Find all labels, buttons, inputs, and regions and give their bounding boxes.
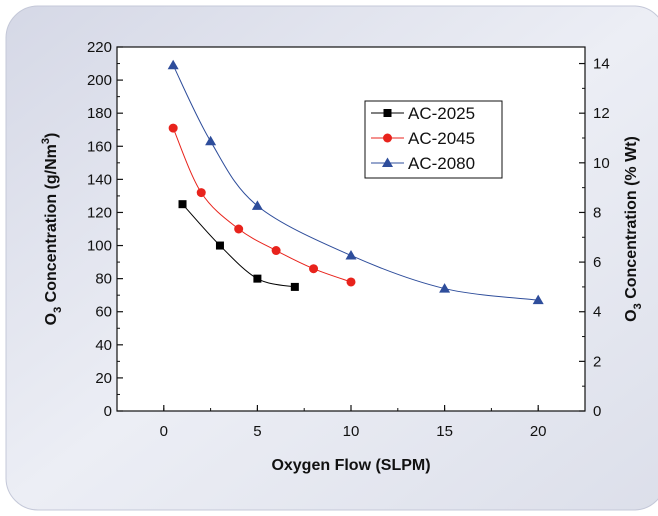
y-tick-label: 80 [95, 271, 112, 288]
x-tick-label: 10 [343, 423, 360, 440]
y-tick-label: 140 [87, 171, 112, 188]
x-tick-label: 5 [253, 423, 261, 440]
data-point-AC-2045 [168, 123, 178, 133]
y2-axis-title: O3 Concentration (% Wt) [623, 136, 644, 322]
legend-label-AC-2025: AC-2025 [408, 104, 475, 123]
x-tick-label: 20 [530, 423, 547, 440]
data-point-AC-2080 [251, 200, 263, 210]
y-tick-label: 20 [95, 370, 112, 387]
y2-tick-label: 2 [593, 353, 601, 370]
legend-marker-AC-2045 [383, 133, 392, 143]
data-point-AC-2080 [205, 135, 217, 146]
data-point-AC-2025 [290, 282, 299, 291]
plot-area [116, 46, 586, 412]
data-point-AC-2045 [196, 188, 206, 198]
legend-label-AC-2080: AC-2080 [408, 154, 475, 173]
legend-label-AC-2045: AC-2045 [408, 129, 475, 148]
y-tick-label: 0 [104, 403, 112, 420]
y2-tick-label: 14 [593, 56, 610, 73]
y-tick-label: 120 [87, 204, 112, 221]
data-point-AC-2045 [346, 277, 356, 287]
y-tick-label: 60 [95, 304, 112, 321]
y-tick-label: 100 [87, 238, 112, 255]
y-tick-label: 160 [87, 138, 112, 155]
y2-tick-label: 4 [593, 304, 601, 321]
data-point-AC-2025 [253, 274, 262, 283]
data-point-AC-2045 [234, 224, 244, 234]
data-point-AC-2080 [439, 283, 451, 293]
x-tick-label: 0 [160, 423, 168, 440]
y2-tick-label: 12 [593, 105, 610, 122]
data-point-AC-2080 [345, 249, 357, 260]
y2-tick-label: 0 [593, 403, 601, 420]
y2-tick-label: 10 [593, 155, 610, 172]
data-point-AC-2080 [167, 59, 179, 70]
x-axis-title: Oxygen Flow (SLPM) [271, 457, 430, 474]
y-tick-label: 220 [87, 39, 112, 56]
y2-tick-label: 8 [593, 204, 601, 221]
data-point-AC-2025 [215, 241, 224, 250]
y-tick-label: 200 [87, 72, 112, 89]
legend-marker-AC-2080 [382, 157, 393, 167]
x-tick-label: 15 [436, 423, 453, 440]
data-point-AC-2025 [178, 200, 187, 209]
y-tick-label: 180 [87, 105, 112, 122]
data-point-AC-2045 [309, 264, 319, 274]
data-point-AC-2080 [532, 294, 544, 305]
y-axis-title: O3 Concentration (g/Nm3) [40, 133, 64, 326]
series-line-AC-2080 [172, 64, 539, 301]
data-point-AC-2045 [271, 246, 281, 256]
y-tick-label: 40 [95, 337, 112, 354]
y2-tick-label: 6 [593, 254, 601, 271]
series-line-AC-2025 [182, 203, 295, 288]
legend-marker-AC-2025 [383, 109, 392, 117]
